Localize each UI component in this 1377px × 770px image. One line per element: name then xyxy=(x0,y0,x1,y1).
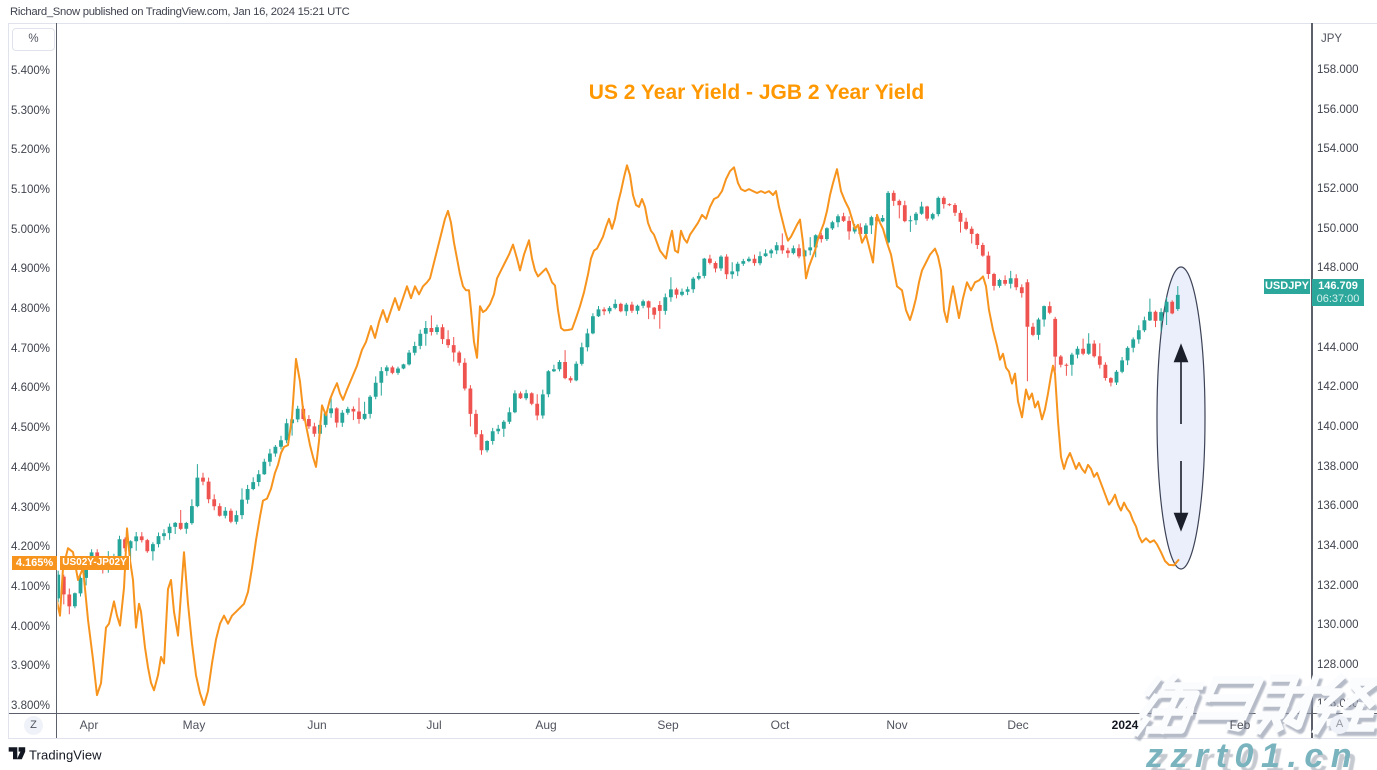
svg-text:TradingView: TradingView xyxy=(29,747,102,762)
